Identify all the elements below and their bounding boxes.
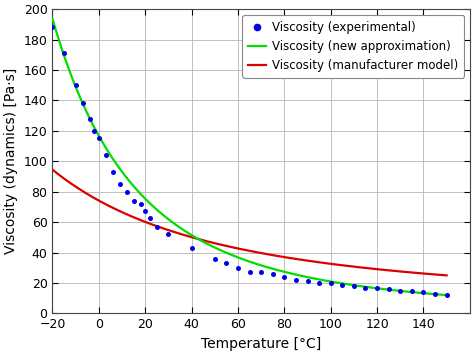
Point bbox=[350, 283, 358, 289]
Point bbox=[49, 24, 56, 30]
Point bbox=[102, 152, 109, 158]
Point bbox=[362, 285, 369, 290]
Point bbox=[338, 282, 346, 287]
Point bbox=[130, 198, 137, 204]
Point bbox=[396, 288, 404, 294]
Point bbox=[79, 101, 86, 106]
Point bbox=[292, 277, 300, 283]
Point bbox=[281, 274, 288, 280]
Point bbox=[153, 224, 161, 230]
X-axis label: Temperature [°C]: Temperature [°C] bbox=[201, 337, 321, 351]
Point bbox=[91, 128, 98, 134]
Point bbox=[304, 279, 311, 284]
Point bbox=[223, 260, 230, 266]
Point bbox=[246, 269, 253, 275]
Point bbox=[109, 169, 117, 175]
Point bbox=[211, 256, 219, 262]
Point bbox=[164, 231, 172, 237]
Point bbox=[257, 269, 265, 275]
Point bbox=[116, 181, 124, 187]
Point bbox=[385, 286, 392, 292]
Point bbox=[315, 280, 323, 286]
Point bbox=[408, 288, 416, 294]
Y-axis label: Viscosity (dynamics) [Pa·s]: Viscosity (dynamics) [Pa·s] bbox=[4, 68, 18, 255]
Point bbox=[137, 201, 145, 207]
Point bbox=[123, 189, 130, 195]
Point bbox=[419, 289, 427, 295]
Legend: Viscosity (experimental), Viscosity (new approximation), Viscosity (manufacturer: Viscosity (experimental), Viscosity (new… bbox=[242, 15, 464, 78]
Point bbox=[72, 82, 80, 88]
Point bbox=[146, 215, 154, 220]
Point bbox=[188, 245, 195, 251]
Point bbox=[95, 136, 103, 141]
Point bbox=[431, 291, 439, 296]
Point bbox=[60, 50, 68, 56]
Point bbox=[327, 280, 335, 286]
Point bbox=[269, 271, 276, 277]
Point bbox=[141, 209, 149, 214]
Point bbox=[234, 265, 242, 271]
Point bbox=[374, 285, 381, 290]
Point bbox=[443, 292, 450, 298]
Point bbox=[86, 116, 93, 121]
